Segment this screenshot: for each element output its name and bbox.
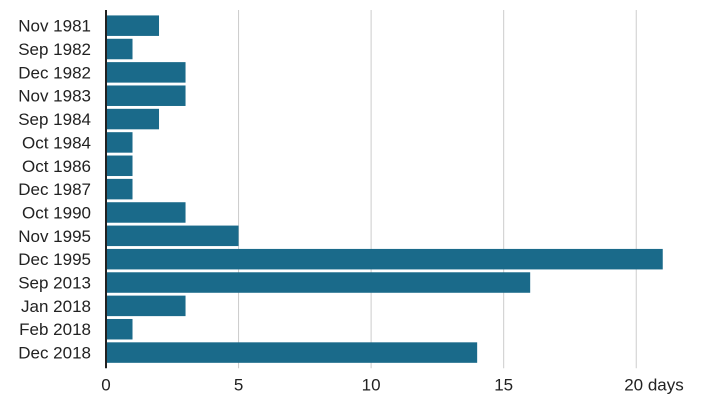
category-label-1: Sep 1982 bbox=[18, 40, 91, 59]
bar-9 bbox=[106, 225, 239, 247]
bar-4 bbox=[106, 108, 160, 130]
category-label-8: Oct 1990 bbox=[22, 203, 91, 222]
bar-14 bbox=[106, 342, 478, 363]
bar-7 bbox=[106, 178, 133, 200]
category-label-3: Nov 1983 bbox=[18, 87, 91, 106]
category-label-13: Feb 2018 bbox=[19, 320, 91, 339]
bars bbox=[106, 15, 663, 363]
bar-11 bbox=[106, 272, 531, 293]
category-label-14: Dec 2018 bbox=[18, 344, 91, 363]
category-label-6: Oct 1986 bbox=[22, 157, 91, 176]
category-label-9: Nov 1995 bbox=[18, 227, 91, 246]
category-label-2: Dec 1982 bbox=[18, 63, 91, 82]
bar-3 bbox=[106, 85, 186, 106]
bar-1 bbox=[106, 38, 133, 60]
bar-0 bbox=[106, 15, 160, 36]
bar-13 bbox=[106, 318, 133, 340]
bar-2 bbox=[106, 62, 186, 83]
x-tick-label-0: 0 bbox=[101, 375, 110, 394]
category-label-12: Jan 2018 bbox=[21, 297, 91, 316]
x-tick-label-4: 20 days bbox=[624, 375, 684, 394]
x-tick-label-2: 10 bbox=[362, 375, 381, 394]
category-label-11: Sep 2013 bbox=[18, 274, 91, 293]
category-label-5: Oct 1984 bbox=[22, 133, 91, 152]
category-labels: Nov 1981 Sep 1982 Dec 1982 Nov 1983 Sep 1984… bbox=[18, 17, 91, 363]
bar-6 bbox=[106, 155, 133, 177]
bar-5 bbox=[106, 132, 133, 153]
category-label-10: Dec 1995 bbox=[18, 250, 91, 269]
bar-8 bbox=[106, 202, 186, 223]
category-label-4: Sep 1984 bbox=[18, 110, 91, 129]
grid-lines bbox=[238, 10, 637, 369]
x-tick-label-3: 15 bbox=[494, 375, 513, 394]
bar-10 bbox=[106, 248, 663, 270]
x-tick-labels: 0 5 10 15 20 days bbox=[101, 375, 684, 394]
x-tick-label-1: 5 bbox=[234, 375, 243, 394]
bar-12 bbox=[106, 295, 186, 317]
category-label-7: Dec 1987 bbox=[18, 180, 91, 199]
category-label-0: Nov 1981 bbox=[18, 17, 91, 36]
